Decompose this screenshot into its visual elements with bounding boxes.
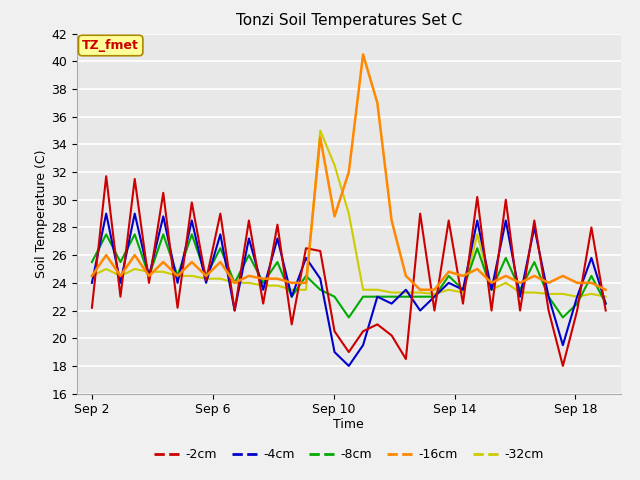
X-axis label: Time: Time — [333, 418, 364, 431]
Legend: -2cm, -4cm, -8cm, -16cm, -32cm: -2cm, -4cm, -8cm, -16cm, -32cm — [149, 443, 548, 466]
Title: Tonzi Soil Temperatures Set C: Tonzi Soil Temperatures Set C — [236, 13, 462, 28]
Text: TZ_fmet: TZ_fmet — [82, 39, 139, 52]
Y-axis label: Soil Temperature (C): Soil Temperature (C) — [35, 149, 49, 278]
